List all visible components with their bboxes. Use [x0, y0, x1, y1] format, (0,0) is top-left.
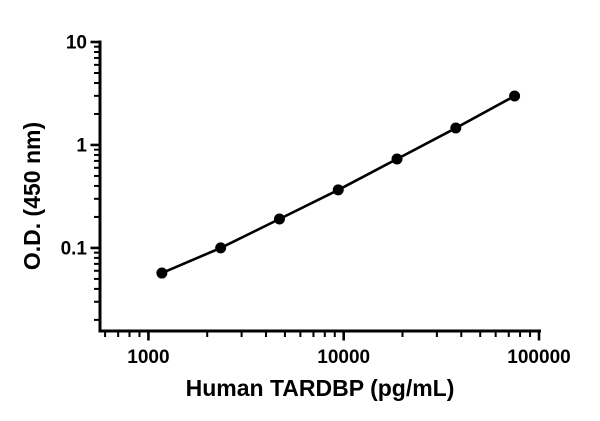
- series-layer: [156, 90, 521, 279]
- y-tick-label: 0.1: [61, 238, 88, 259]
- x-axis-title: Human TARDBP (pg/mL): [186, 375, 455, 401]
- x-tick-label: 100000: [507, 347, 570, 368]
- data-point: [273, 213, 285, 225]
- data-point: [391, 153, 403, 165]
- data-point: [450, 122, 462, 134]
- x-tick-label: 10000: [317, 347, 370, 368]
- data-point: [215, 242, 227, 254]
- ticks-layer: 1000 10000 100000 10 1 0.1: [61, 33, 571, 369]
- axes-layer: [98, 40, 541, 333]
- data-point: [332, 184, 344, 196]
- y-tick-label: 10: [66, 33, 87, 54]
- data-point: [509, 90, 521, 102]
- y-axis-title: O.D. (450 nm): [19, 122, 45, 270]
- x-tick-label: 1000: [127, 347, 169, 368]
- y-tick-label: 1: [76, 135, 87, 156]
- data-point: [156, 267, 168, 279]
